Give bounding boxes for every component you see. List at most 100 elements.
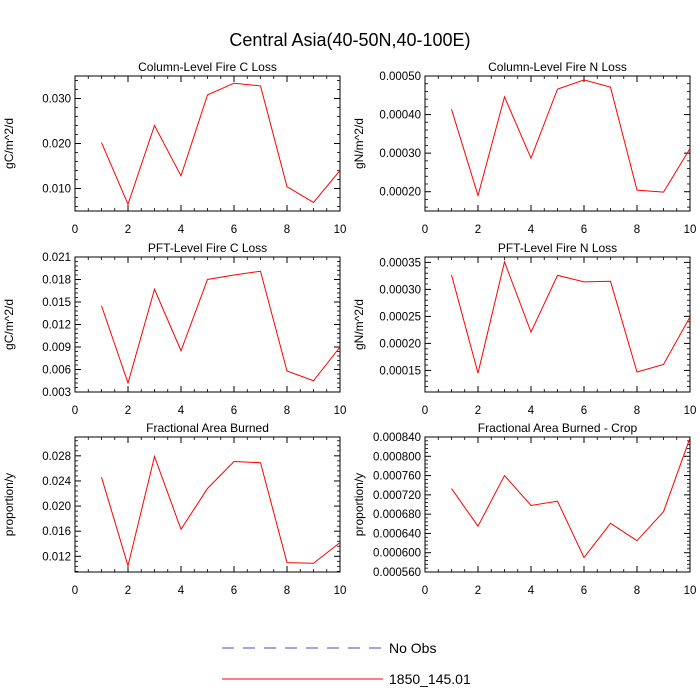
y-tick-label: 0.00020 bbox=[379, 187, 421, 199]
x-tick-label: 0 bbox=[72, 585, 78, 597]
y-tick-label: 0.024 bbox=[42, 476, 71, 488]
y-tick-label: 0.020 bbox=[42, 139, 71, 151]
x-tick-label: 0 bbox=[422, 405, 428, 417]
legend: No Obs 1850_145.01 bbox=[222, 640, 471, 687]
y-axis-label: gN/m^2/d bbox=[352, 299, 366, 350]
panels: Column-Level Fire C Loss gC/m^2/d 0 2 4 6 8 10 0… bbox=[2, 60, 696, 597]
x-tick-label: 0 bbox=[422, 585, 428, 597]
panel-title: Column-Level Fire N Loss bbox=[488, 60, 627, 74]
y-tick-label: 0.00030 bbox=[379, 148, 421, 160]
x-tick-label: 10 bbox=[684, 405, 697, 417]
x-tick-label: 2 bbox=[125, 405, 131, 417]
x-tick-label: 4 bbox=[528, 224, 535, 236]
series-line bbox=[451, 260, 690, 374]
panel-title: PFT-Level Fire C Loss bbox=[148, 241, 267, 255]
x-tick-label: 6 bbox=[581, 224, 587, 236]
y-tick-label: 0.009 bbox=[42, 342, 71, 354]
panel-5: Fractional Area Burned proportion/y 0 2 4 6 8 1… bbox=[2, 421, 346, 597]
y-tick-label: 0.00030 bbox=[379, 284, 421, 296]
legend-label: 1850_145.01 bbox=[389, 671, 471, 687]
y-tick-label: 0.018 bbox=[42, 275, 71, 287]
x-tick-label: 2 bbox=[125, 585, 131, 597]
x-tick-label: 10 bbox=[334, 224, 347, 236]
x-tick-label: 4 bbox=[178, 405, 185, 417]
panel-title: Fractional Area Burned - Crop bbox=[478, 421, 638, 435]
panel-title: PFT-Level Fire N Loss bbox=[498, 241, 617, 255]
legend-label: No Obs bbox=[389, 640, 436, 656]
y-tick-label: 0.000720 bbox=[373, 490, 421, 502]
x-tick-label: 2 bbox=[475, 224, 481, 236]
x-tick-label: 6 bbox=[231, 585, 237, 597]
y-tick-label: 0.00040 bbox=[379, 110, 421, 122]
y-tick-label: 0.00050 bbox=[379, 71, 421, 83]
x-tick-label: 2 bbox=[475, 585, 481, 597]
x-tick-label: 0 bbox=[72, 224, 78, 236]
panel-2: Column-Level Fire N Loss gN/m^2/d 0 2 4 6 8 10 0… bbox=[352, 60, 696, 236]
panel-4: PFT-Level Fire N Loss gN/m^2/d 0 2 4 6 8 10 0.00… bbox=[352, 241, 696, 417]
x-tick-label: 10 bbox=[334, 405, 347, 417]
series-line bbox=[101, 270, 340, 385]
y-tick-label: 0.00020 bbox=[379, 338, 421, 350]
y-axis-label: gN/m^2/d bbox=[352, 118, 366, 169]
x-tick-label: 10 bbox=[684, 585, 697, 597]
y-tick-label: 0.000760 bbox=[373, 471, 421, 483]
x-tick-label: 6 bbox=[581, 405, 587, 417]
y-tick-label: 0.028 bbox=[42, 451, 71, 463]
x-tick-label: 8 bbox=[284, 224, 290, 236]
plot-frame bbox=[424, 436, 691, 573]
y-tick-label: 0.000560 bbox=[373, 567, 421, 579]
x-tick-label: 8 bbox=[634, 585, 640, 597]
y-tick-label: 0.000600 bbox=[373, 548, 421, 560]
y-axis-label: proportion/y bbox=[2, 473, 16, 536]
series-line bbox=[451, 437, 690, 559]
series-line bbox=[101, 82, 340, 206]
y-tick-label: 0.000800 bbox=[373, 451, 421, 463]
panel-6: Fractional Area Burned - Crop proportion/… bbox=[352, 421, 696, 597]
y-tick-label: 0.015 bbox=[42, 297, 71, 309]
y-tick-label: 0.00035 bbox=[379, 257, 421, 269]
panel-1: Column-Level Fire C Loss gC/m^2/d 0 2 4 6 8 10 0… bbox=[2, 60, 346, 236]
y-tick-label: 0.016 bbox=[42, 526, 71, 538]
y-axis-label: gC/m^2/d bbox=[2, 299, 16, 350]
figure-title: Central Asia(40-50N,40-100E) bbox=[229, 30, 470, 50]
y-tick-label: 0.030 bbox=[42, 94, 71, 106]
y-tick-label: 0.00025 bbox=[379, 311, 421, 323]
x-tick-label: 0 bbox=[422, 224, 428, 236]
y-tick-label: 0.000640 bbox=[373, 528, 421, 540]
legend-item: No Obs bbox=[222, 640, 436, 656]
y-tick-label: 0.003 bbox=[42, 387, 71, 399]
x-tick-label: 2 bbox=[475, 405, 481, 417]
x-tick-label: 8 bbox=[284, 585, 290, 597]
x-tick-label: 6 bbox=[231, 224, 237, 236]
y-axis-label: gC/m^2/d bbox=[2, 118, 16, 169]
y-tick-label: 0.010 bbox=[42, 184, 71, 196]
x-tick-label: 4 bbox=[178, 585, 185, 597]
y-tick-label: 0.006 bbox=[42, 365, 71, 377]
x-tick-label: 8 bbox=[634, 405, 640, 417]
x-tick-label: 4 bbox=[528, 585, 535, 597]
series-line bbox=[451, 79, 690, 198]
y-tick-label: 0.012 bbox=[42, 551, 71, 563]
y-tick-label: 0.020 bbox=[42, 501, 71, 513]
series-line bbox=[101, 454, 340, 568]
plot-frame bbox=[74, 436, 341, 573]
x-tick-label: 2 bbox=[125, 224, 131, 236]
x-tick-label: 10 bbox=[684, 224, 697, 236]
y-tick-label: 0.021 bbox=[42, 252, 71, 264]
y-tick-label: 0.012 bbox=[42, 320, 71, 332]
x-tick-label: 6 bbox=[581, 585, 587, 597]
plot-frame bbox=[74, 256, 341, 393]
panel-title: Column-Level Fire C Loss bbox=[138, 60, 277, 74]
x-tick-label: 8 bbox=[634, 224, 640, 236]
y-tick-label: 0.000840 bbox=[373, 432, 421, 444]
y-tick-label: 0.000680 bbox=[373, 509, 421, 521]
y-tick-label: 0.00015 bbox=[379, 365, 421, 377]
x-tick-label: 0 bbox=[72, 405, 78, 417]
legend-item: 1850_145.01 bbox=[222, 671, 471, 687]
x-tick-label: 6 bbox=[231, 405, 237, 417]
y-axis-label: proportion/y bbox=[352, 473, 366, 536]
panel-title: Fractional Area Burned bbox=[146, 421, 269, 435]
x-tick-label: 10 bbox=[334, 585, 347, 597]
x-tick-label: 4 bbox=[178, 224, 185, 236]
